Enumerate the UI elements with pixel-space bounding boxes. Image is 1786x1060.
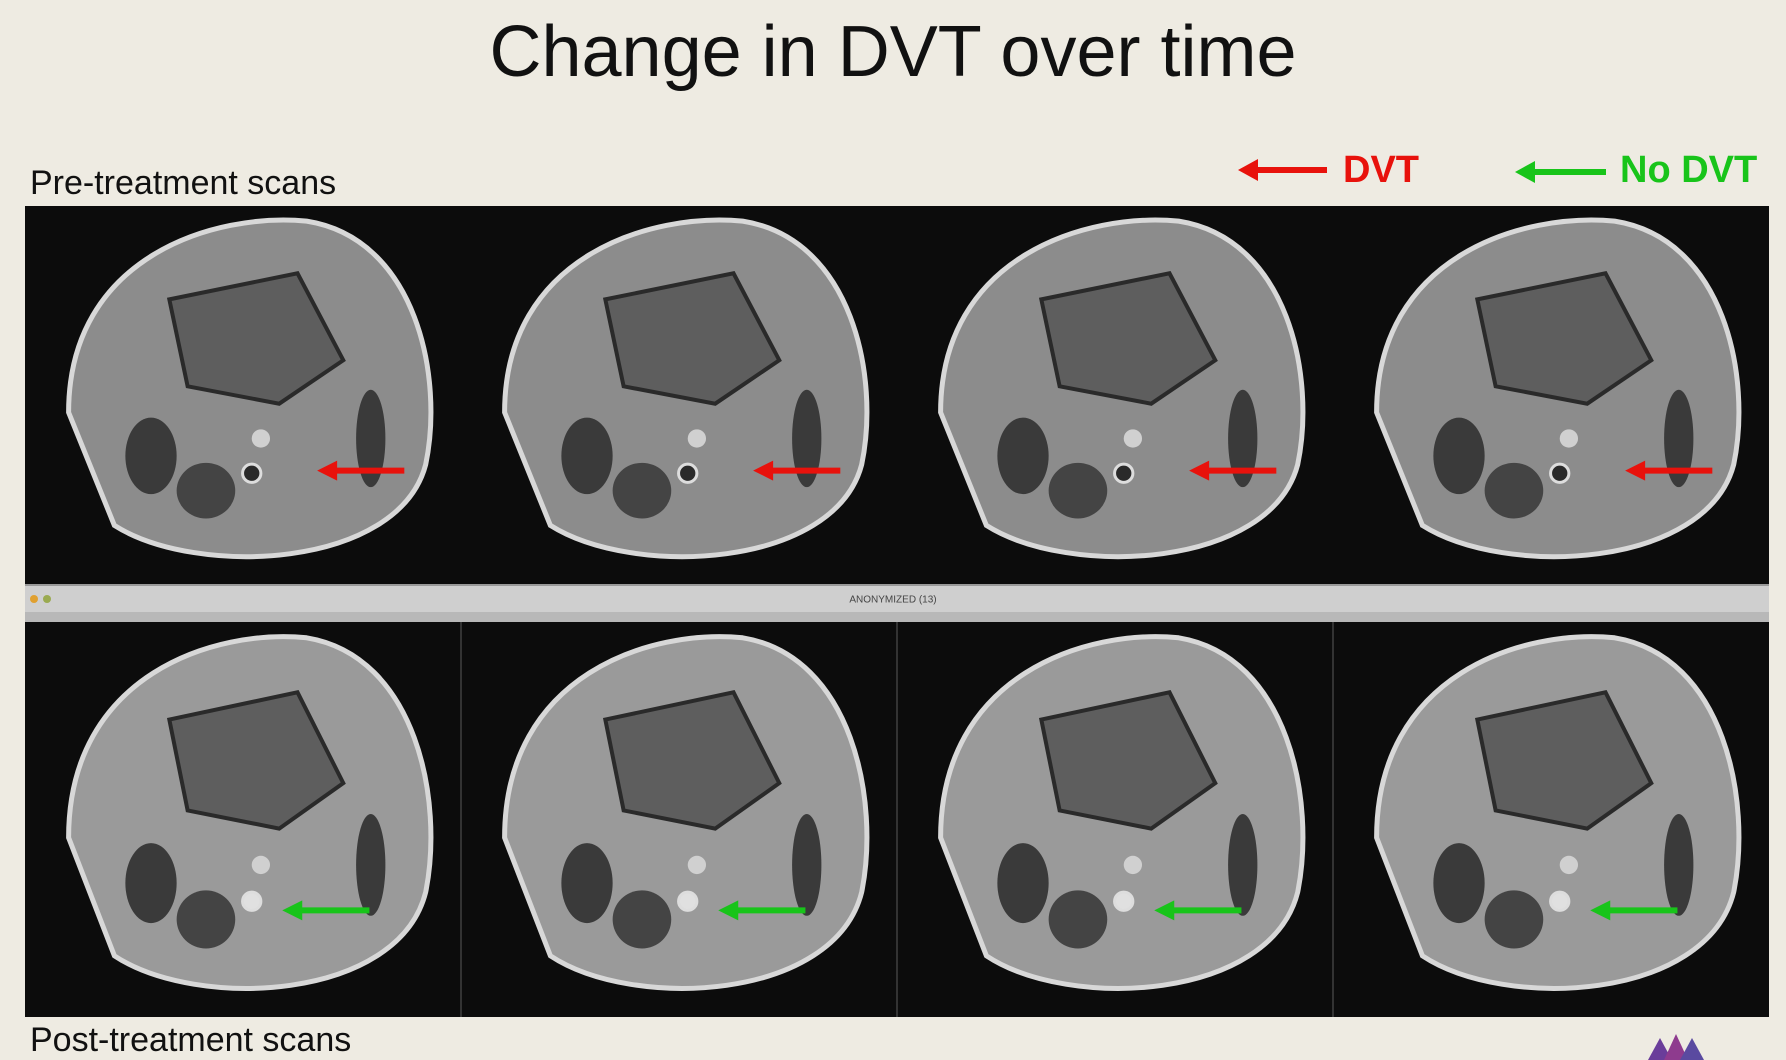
mri-scan xyxy=(938,217,1306,560)
indicator-arrowhead xyxy=(317,460,338,481)
muscle xyxy=(612,462,672,519)
muscle xyxy=(1484,462,1544,519)
window-title: ANONYMIZED (13) xyxy=(849,595,936,606)
indicator-arrowhead xyxy=(1590,900,1611,921)
legend-arrowhead xyxy=(1515,161,1535,183)
indicator-arrowhead xyxy=(1189,460,1210,481)
vessel xyxy=(1113,462,1135,484)
muscle xyxy=(561,417,613,495)
bone xyxy=(166,690,346,831)
muscle xyxy=(1228,389,1258,488)
legend-label: DVT xyxy=(1343,149,1419,191)
muscle xyxy=(612,890,672,949)
muscle xyxy=(176,890,236,949)
bone xyxy=(1038,271,1218,406)
legend-arrowhead xyxy=(1238,159,1258,181)
muscle xyxy=(561,843,613,924)
mri-scan xyxy=(1374,217,1742,560)
logo xyxy=(1648,1034,1704,1060)
vessel xyxy=(677,890,699,912)
section-label: Post-treatment scans xyxy=(30,1021,351,1059)
vessel xyxy=(241,462,263,484)
mri-scan xyxy=(502,217,870,560)
bone xyxy=(166,271,346,406)
window-button[interactable] xyxy=(30,595,38,603)
muscle xyxy=(1433,417,1485,495)
bone xyxy=(602,690,782,831)
window-toolbar xyxy=(25,612,1769,622)
muscle xyxy=(1228,814,1258,916)
vessel xyxy=(1123,855,1143,875)
vessel xyxy=(1123,429,1143,448)
muscle xyxy=(1664,389,1694,488)
muscle xyxy=(792,814,822,916)
vessel xyxy=(241,890,263,912)
muscle xyxy=(997,417,1049,495)
mri-scan xyxy=(896,622,1306,1017)
mri-scan xyxy=(66,217,434,560)
vessel xyxy=(1549,462,1571,484)
vessel xyxy=(251,855,271,875)
muscle xyxy=(792,389,822,488)
vessel xyxy=(1549,890,1571,912)
muscle xyxy=(1484,890,1544,949)
vessel xyxy=(677,462,699,484)
vessel xyxy=(1559,429,1579,448)
slide-title: Change in DVT over time xyxy=(489,12,1296,92)
mri-scan xyxy=(1332,622,1742,1017)
legend-label: No DVT xyxy=(1620,149,1757,191)
vessel xyxy=(251,429,271,448)
legend: DVT No DVT xyxy=(1238,149,1757,191)
indicator-arrowhead xyxy=(753,460,774,481)
vessel xyxy=(1559,855,1579,875)
bone xyxy=(1474,690,1654,831)
muscle xyxy=(176,462,236,519)
muscle xyxy=(1664,814,1694,916)
section-label: Pre-treatment scans xyxy=(30,164,336,202)
muscle xyxy=(356,814,386,916)
muscle xyxy=(1433,843,1485,924)
muscle xyxy=(125,843,177,924)
bone xyxy=(1474,271,1654,406)
mri-scan xyxy=(460,622,870,1017)
indicator-arrowhead xyxy=(282,900,303,921)
muscle xyxy=(997,843,1049,924)
muscle xyxy=(356,389,386,488)
bone xyxy=(1038,690,1218,831)
indicator-arrowhead xyxy=(718,900,739,921)
vessel xyxy=(687,855,707,875)
vessel xyxy=(687,429,707,448)
vessel xyxy=(1113,890,1135,912)
mri-scan xyxy=(66,634,434,991)
muscle xyxy=(1048,890,1108,949)
muscle xyxy=(125,417,177,495)
window-button[interactable] xyxy=(43,595,51,603)
indicator-arrowhead xyxy=(1625,460,1646,481)
indicator-arrowhead xyxy=(1154,900,1175,921)
bone xyxy=(602,271,782,406)
muscle xyxy=(1048,462,1108,519)
